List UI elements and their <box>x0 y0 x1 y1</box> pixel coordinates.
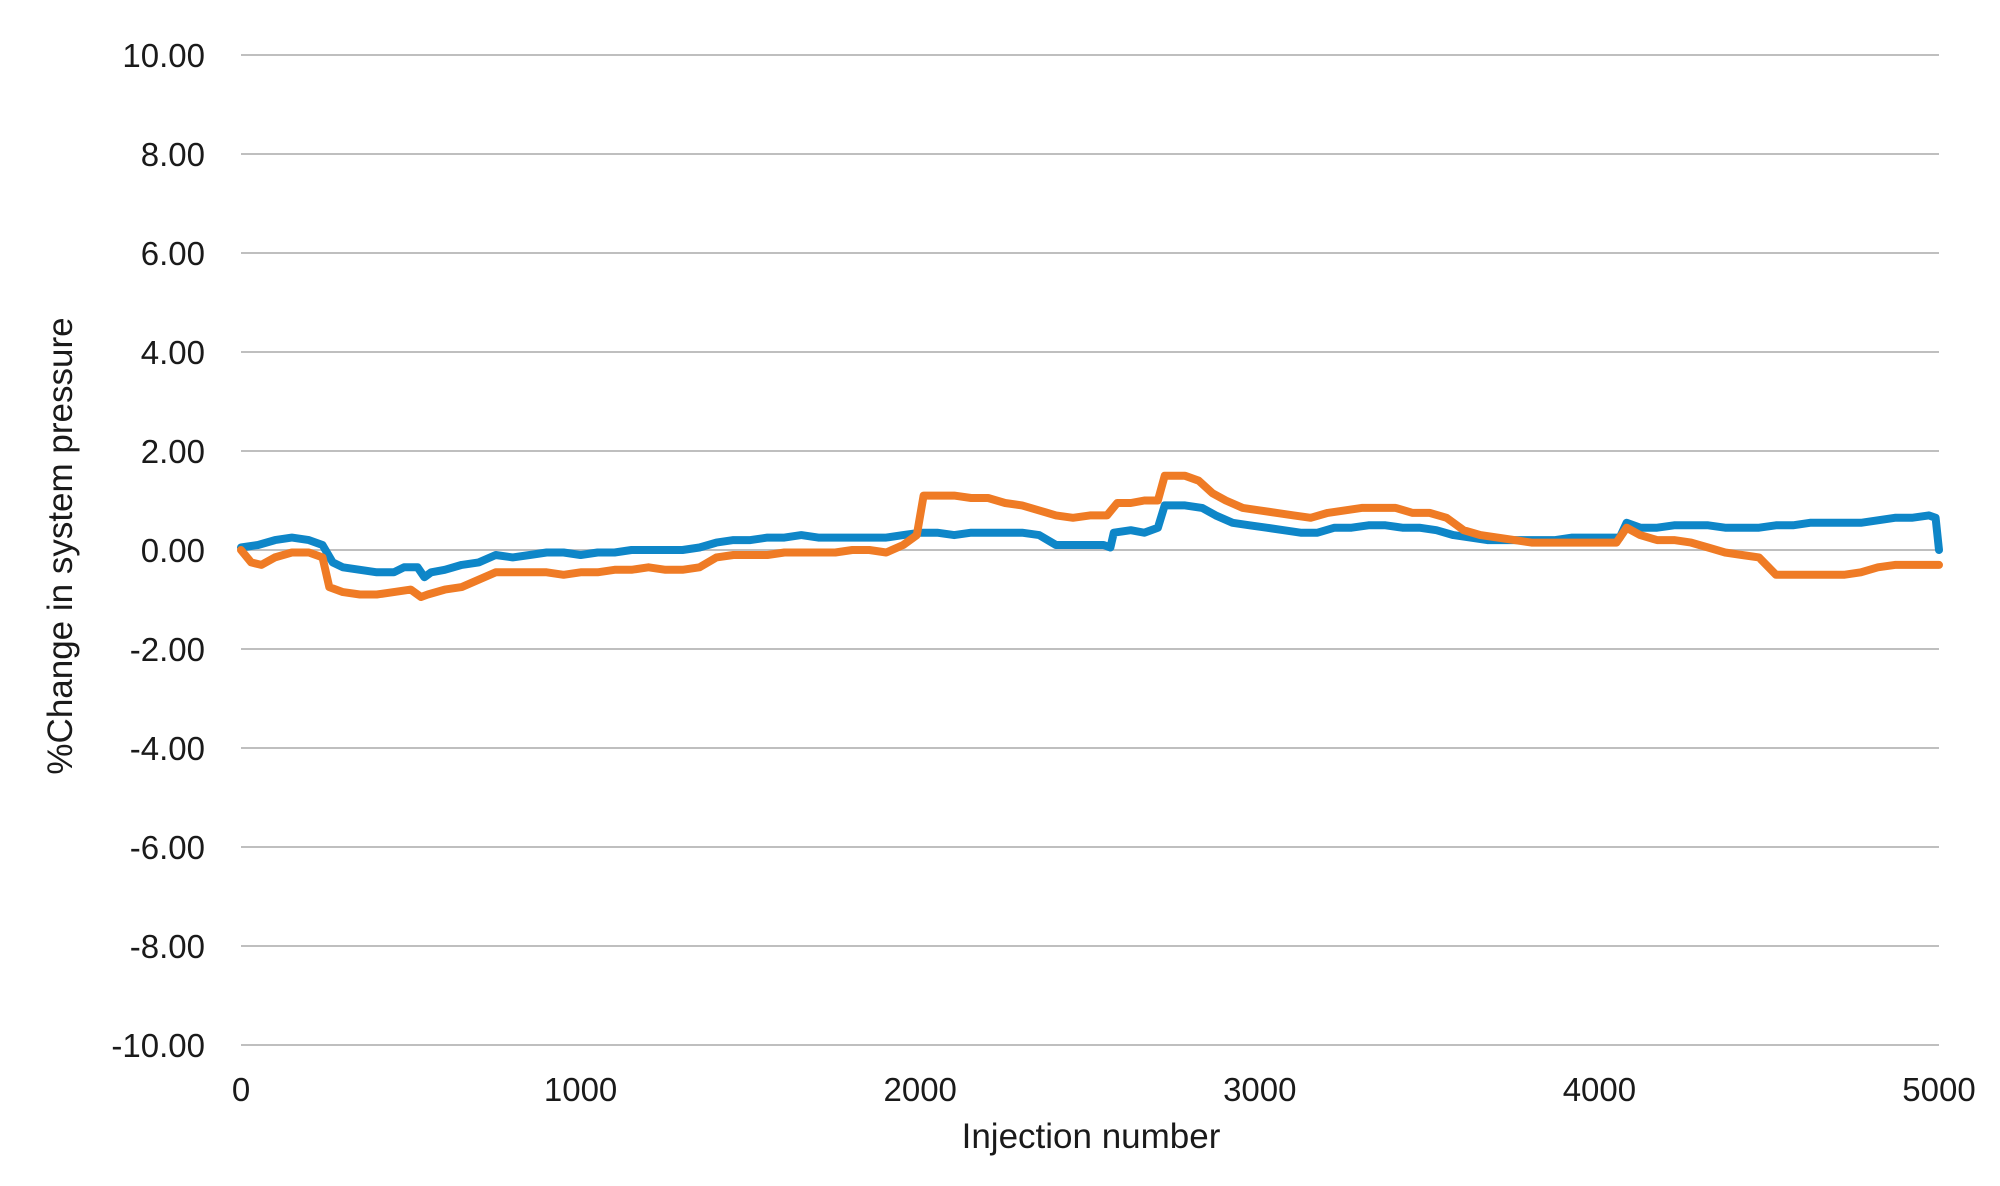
x-tick-label: 3000 <box>1223 1071 1296 1108</box>
y-axis-title: %Change in system pressure <box>41 317 80 774</box>
y-tick-label: -6.00 <box>130 829 205 866</box>
x-tick-label: 5000 <box>1902 1071 1975 1108</box>
y-tick-label: 2.00 <box>141 433 205 470</box>
x-tick-label: 0 <box>232 1071 250 1108</box>
y-tick-label: 8.00 <box>141 136 205 173</box>
y-axis-ticks: 10.00 8.00 6.00 4.00 2.00 0.00 -2.00 -4.00 -6.00… <box>111 37 205 1064</box>
series-lines <box>237 471 1943 601</box>
y-tick-label: -4.00 <box>130 730 205 767</box>
y-tick-label: 6.00 <box>141 235 205 272</box>
series-line-blue <box>237 501 1943 582</box>
y-tick-label: -10.00 <box>111 1027 205 1064</box>
y-tick-label: 4.00 <box>141 334 205 371</box>
x-tick-label: 4000 <box>1563 1071 1636 1108</box>
x-axis-ticks: 0 1000 2000 3000 4000 5000 <box>232 1071 1976 1108</box>
y-tick-label: 10.00 <box>122 37 205 74</box>
y-tick-label: -8.00 <box>130 928 205 965</box>
y-tick-label: 0.00 <box>141 532 205 569</box>
y-tick-label: -2.00 <box>130 631 205 668</box>
x-axis-title: Injection number <box>962 1117 1221 1156</box>
series-line-orange <box>237 471 1943 601</box>
gridlines <box>241 54 1939 1046</box>
x-tick-label: 1000 <box>544 1071 617 1108</box>
x-tick-label: 2000 <box>883 1071 956 1108</box>
